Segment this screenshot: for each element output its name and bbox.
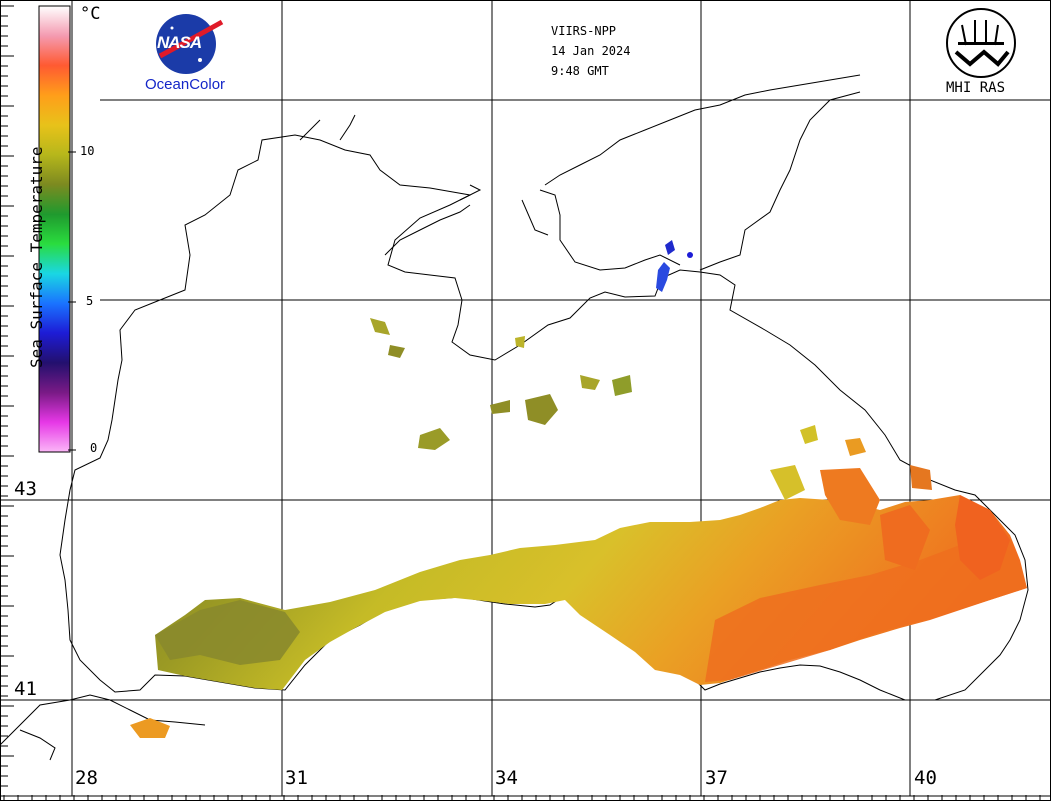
colorbar-tick-0: 0 <box>90 441 98 455</box>
colorbar-tick-5: 5 <box>86 294 94 308</box>
lon-label-40: 40 <box>914 767 937 789</box>
colorbar <box>38 5 76 453</box>
lat-label-43: 43 <box>14 478 37 500</box>
mhi-ras-label: MHI RAS <box>946 80 1006 96</box>
coastline <box>0 74 1029 761</box>
lon-label-34: 34 <box>495 767 518 789</box>
lat-label-41: 41 <box>14 678 37 700</box>
azov-cold-patch <box>656 240 693 292</box>
sst-patches <box>370 318 632 450</box>
nasa-logo-text: NASA <box>157 33 202 52</box>
colorbar-unit: °C <box>80 4 101 24</box>
colorbar-title: Sea Surface Temperature <box>27 146 46 368</box>
lon-label-37: 37 <box>705 767 728 789</box>
lon-label-31: 31 <box>285 767 308 789</box>
sst-field <box>130 425 1027 738</box>
mhi-ras-logo <box>946 8 1016 78</box>
colorbar-tick-10: 10 <box>80 144 95 158</box>
acquisition-date: 14 Jan 2024 <box>551 44 631 58</box>
acquisition-time: 9:48 GMT <box>551 64 609 78</box>
lon-label-28: 28 <box>75 767 98 789</box>
sensor-name: VIIRS-NPP <box>551 24 617 38</box>
rulers <box>0 5 1051 801</box>
oceancolor-label: OceanColor <box>145 76 226 93</box>
nasa-logo <box>156 14 224 74</box>
